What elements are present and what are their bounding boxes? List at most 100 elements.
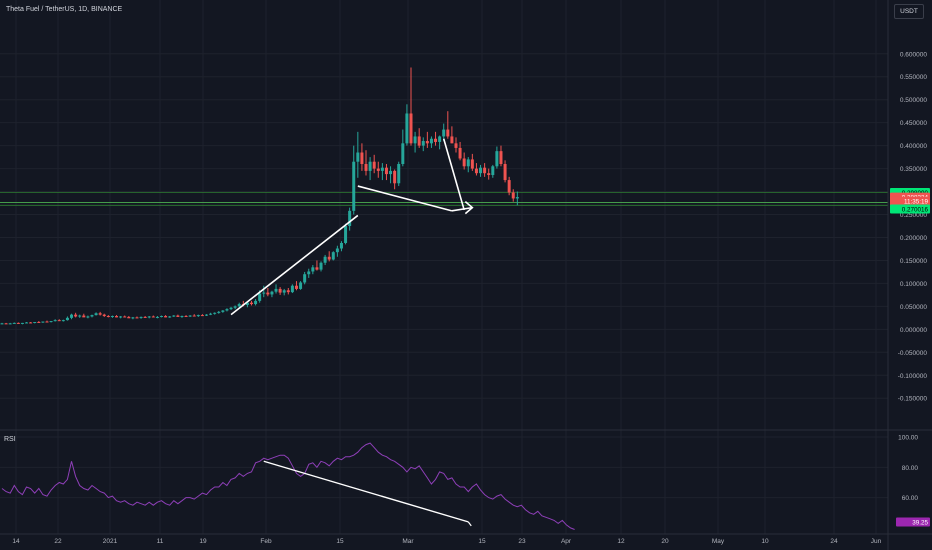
candle-body [364,164,368,171]
candle-body [90,315,94,317]
candle-body [270,291,274,295]
candle-body [49,321,53,323]
trendline-arrow [451,206,473,212]
candle-body [425,141,429,144]
candle-body [41,321,45,323]
candle-body [94,313,98,316]
candle-body [221,310,225,312]
price-tick-label: 0.600000 [900,51,927,58]
candle-body [319,262,323,270]
candle-body [323,256,327,263]
candle-body [458,147,462,159]
candle-body [429,138,433,144]
candle-body [462,158,466,167]
candle-body [294,285,298,289]
time-tick-label: 23 [518,538,526,545]
candle-body [368,161,372,171]
candle-body [290,285,294,293]
chart-title: Theta Fuel / TetherUS, 1D, BINANCE [6,6,123,13]
rsi-tick-label: 100.00 [898,435,918,442]
candle-body [213,312,217,314]
candle-body [307,271,311,275]
price-levels [0,192,888,206]
candle-body [491,166,495,176]
price-tick-label: 0.400000 [900,143,927,150]
candle-body [446,129,450,137]
time-tick-label: Feb [260,538,272,545]
candle-body [442,129,446,137]
price-tick-label: -0.100000 [898,373,928,380]
candle-body [348,210,352,226]
rsi-current-tag: 39.25 [912,520,928,527]
candle-body [12,322,16,324]
candle-body [278,288,282,293]
time-tick-label: 19 [199,538,207,545]
candle-body [438,136,442,142]
candle-body [274,288,278,292]
time-tick-label: 14 [12,538,20,545]
candle-body [266,292,270,295]
candle-body [225,309,229,311]
price-tick-label: -0.150000 [898,396,928,403]
candle-body [286,290,290,293]
candle-body [164,316,168,318]
candle-body [299,282,303,289]
time-tick-label: 15 [336,538,344,545]
trendline-descending-resistance [442,138,465,211]
price-tick-label: 0.000000 [900,327,927,334]
candle-body [384,167,388,175]
candle-body [123,316,127,318]
candle-body [356,152,360,162]
candle-body [376,168,380,171]
candle-body [151,316,155,318]
candle-body [487,173,491,176]
countdown-tag: 11:35:19 [904,199,929,206]
candle-body [119,316,123,318]
candle-body [61,320,65,322]
candle-body [515,197,519,199]
candle-body [0,323,4,325]
candles [0,67,519,325]
candle-body [176,315,180,317]
price-tick-label: 0.150000 [900,258,927,265]
candle-body [29,322,33,324]
rsi-trendline-end [467,521,472,527]
time-tick-label: 12 [617,538,625,545]
rsi-line [1,442,575,530]
candle-body [421,141,425,146]
candle-body [401,143,405,164]
time-tick-label: Apr [561,538,572,545]
currency-button[interactable]: USDT [894,4,924,19]
time-tick-label: Mar [402,538,414,545]
time-tick-label: May [712,538,725,545]
candle-body [229,307,233,310]
candle-body [184,316,188,318]
candle-body [254,300,258,305]
candle-body [188,315,192,317]
candle-body [397,164,401,184]
candle-body [131,317,135,319]
candle-body [143,316,147,318]
price-tick-label: 0.050000 [900,304,927,311]
candle-body [70,314,74,318]
rsi-tick-label: 60.00 [902,495,919,502]
candle-body [372,161,376,169]
candle-body [53,320,57,322]
candle-body [135,317,139,319]
arrow-head [464,201,474,215]
candle-body [4,323,8,325]
candle-body [233,306,237,308]
rsi-trendline [263,460,469,523]
candle-body [196,315,200,317]
candle-body [180,316,184,318]
candle-body [450,136,454,144]
candle-body [16,322,20,324]
price-tick-label: -0.050000 [898,350,928,357]
candle-body [454,143,458,148]
candle-body [98,313,102,315]
candle-body [339,242,343,249]
candle-body [503,164,507,181]
